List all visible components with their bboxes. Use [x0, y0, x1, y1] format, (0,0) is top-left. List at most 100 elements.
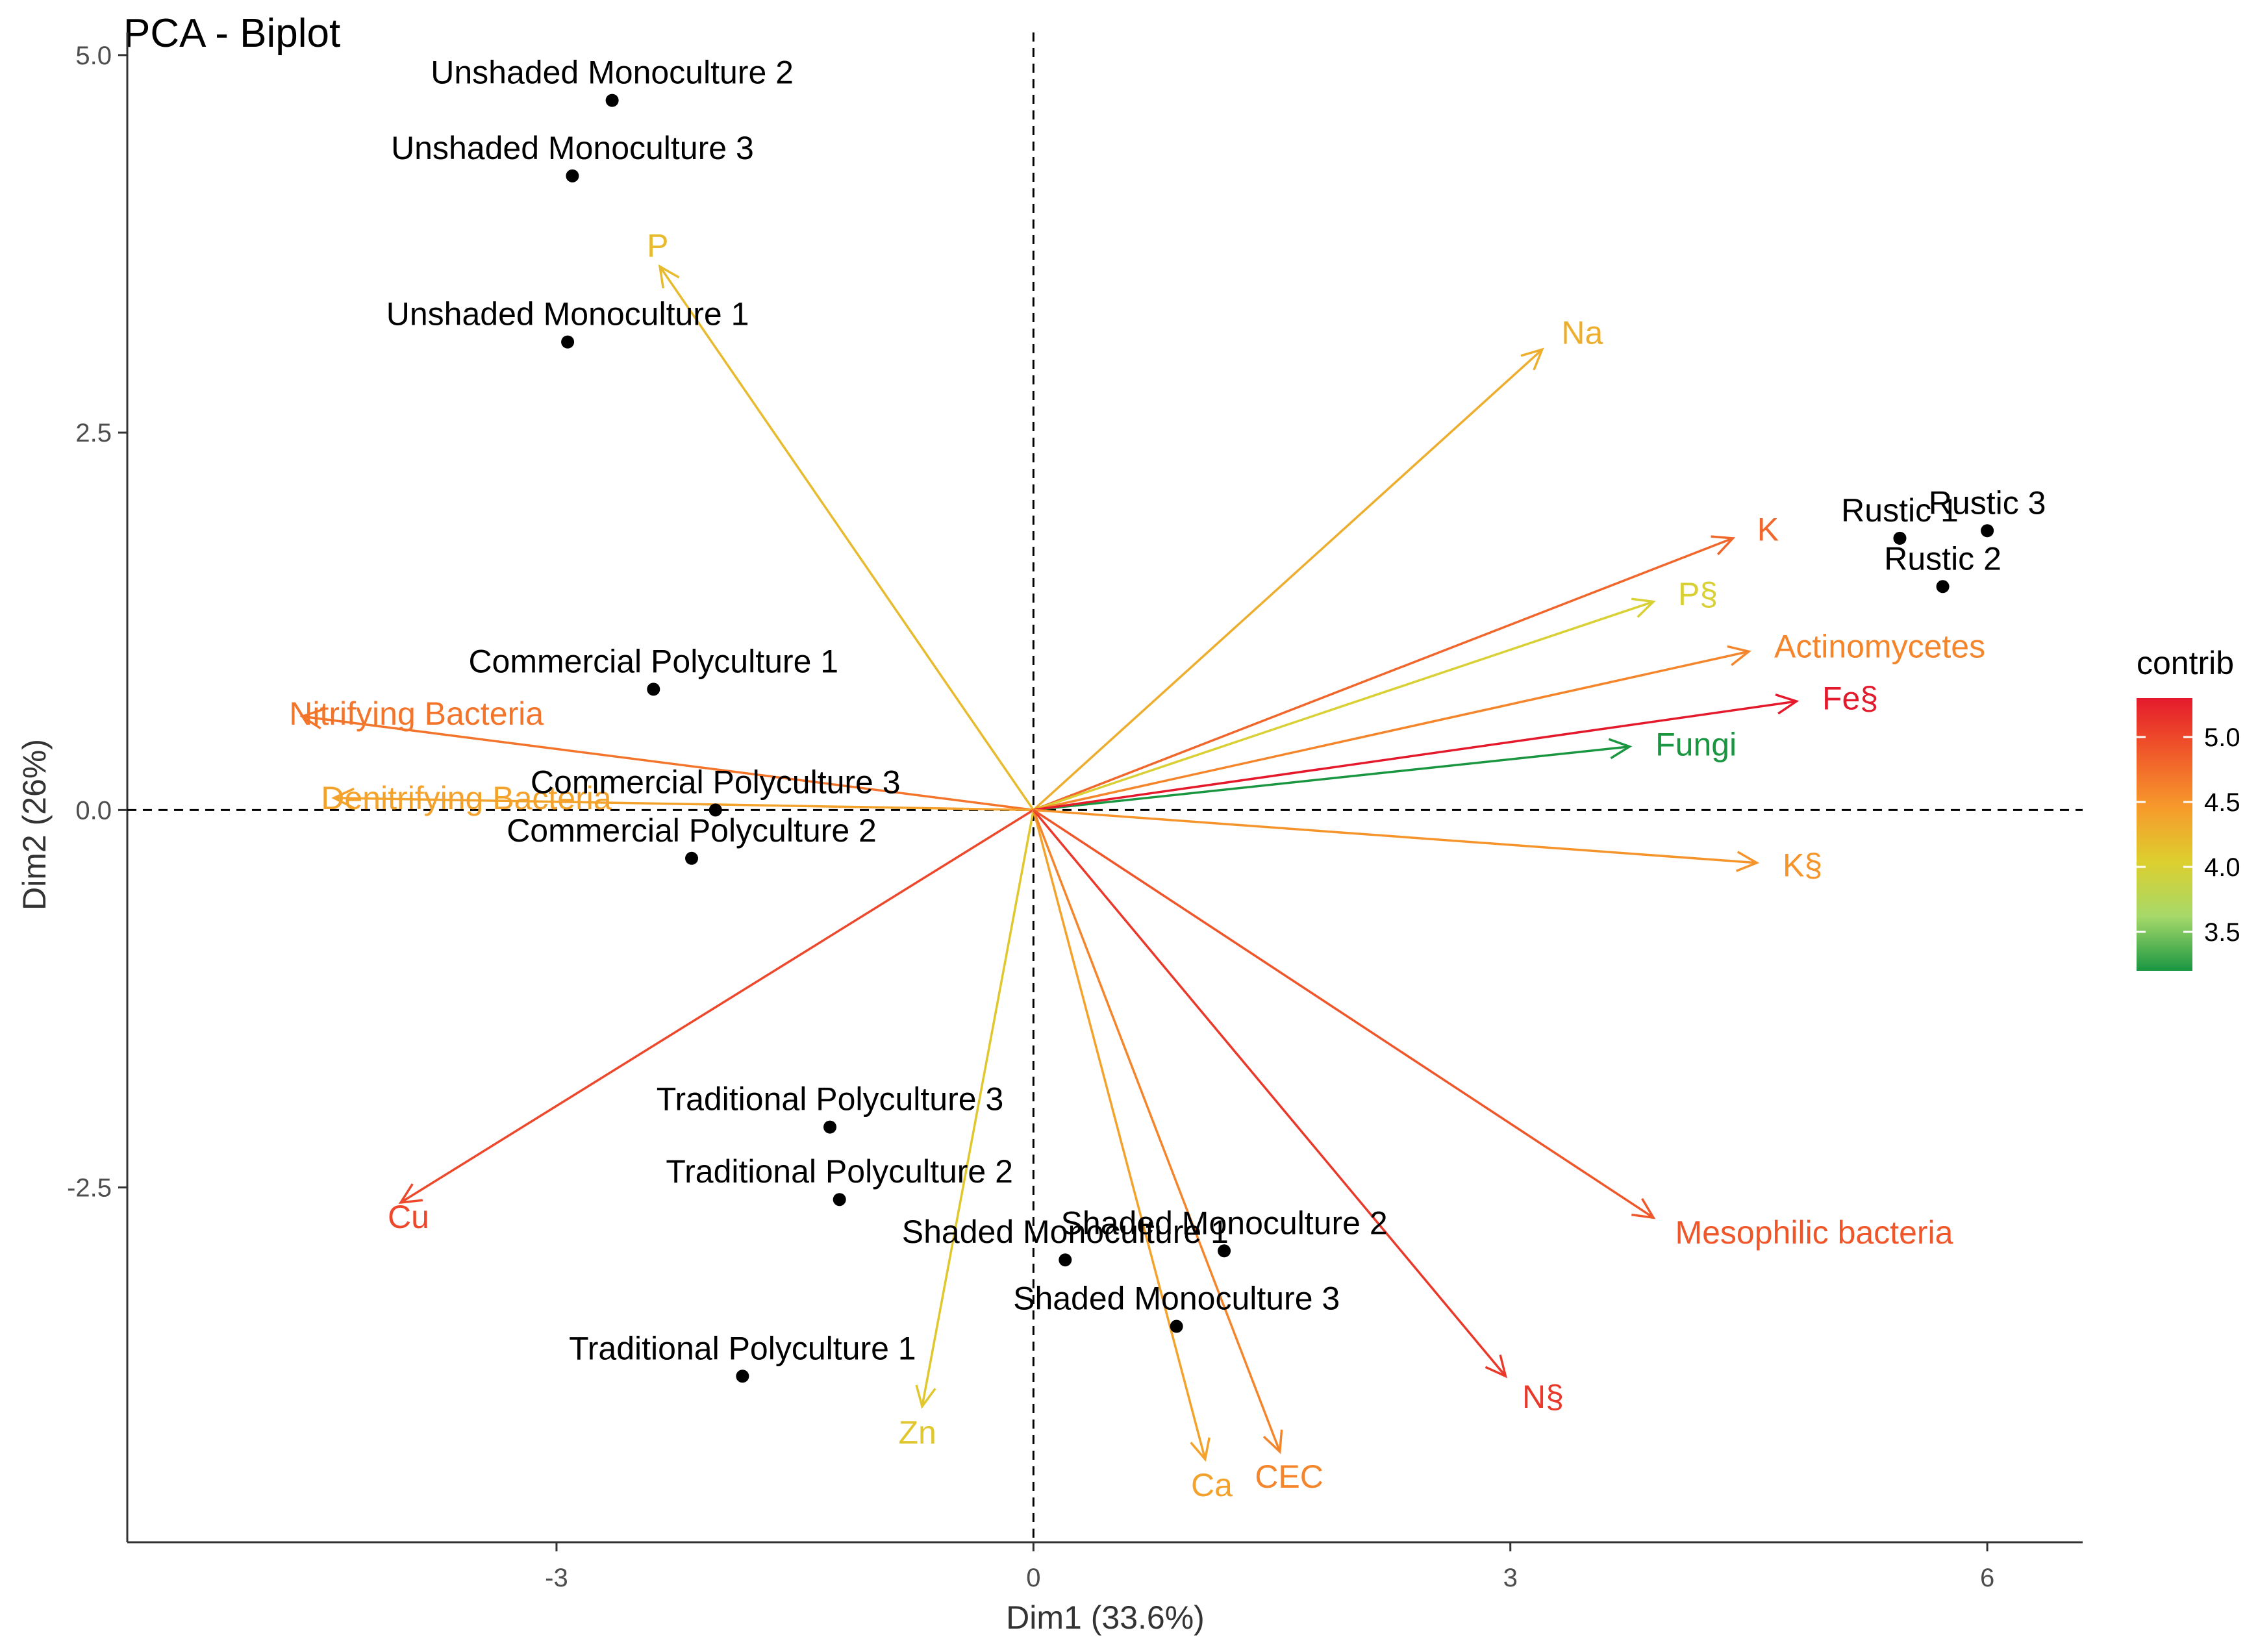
- y-tick-label: 2.5: [75, 419, 112, 447]
- variable-label-nitrifying-bacteria: Nitrifying Bacteria: [289, 695, 544, 732]
- arrow-head: [398, 1183, 423, 1204]
- individual-point: [1170, 1320, 1183, 1333]
- variable-arrow-fungi: Fungi: [1033, 726, 1737, 812]
- individual-shaded-monoculture-1: Shaded Monoculture 1: [902, 1214, 1229, 1267]
- x-tick-label: 0: [1026, 1564, 1040, 1592]
- individual-unshaded-monoculture-1: Unshaded Monoculture 1: [386, 296, 749, 349]
- individual-point: [1936, 580, 1950, 594]
- legend-tick-label: 5.0: [2204, 723, 2240, 752]
- individual-label: Unshaded Monoculture 2: [431, 55, 794, 91]
- arrow-shaft: [1032, 809, 1207, 1460]
- legend-tick-label: 4.0: [2204, 853, 2240, 882]
- arrow-shaft: [1033, 808, 1655, 1219]
- legend-title: contrib: [2137, 645, 2234, 681]
- arrow-head: [915, 1384, 936, 1409]
- variable-arrow-nitrifying-bacteria: Nitrifying Bacteria: [289, 695, 1034, 812]
- arrow-head: [1735, 851, 1760, 872]
- individual-label: Traditional Polyculture 1: [569, 1330, 916, 1366]
- variable-label-mesophilic-bacteria: Mesophilic bacteria: [1675, 1214, 1953, 1251]
- individual-traditional-polyculture-3: Traditional Polyculture 3: [657, 1081, 1003, 1134]
- individual-point: [736, 1370, 749, 1383]
- individual-point: [709, 803, 722, 817]
- individual-unshaded-monoculture-2: Unshaded Monoculture 2: [431, 55, 794, 107]
- arrow-head: [658, 264, 680, 289]
- individual-point: [823, 1120, 837, 1134]
- individual-point: [1218, 1244, 1231, 1258]
- arrow-head: [1608, 738, 1633, 760]
- y-tick-label: -2.5: [67, 1174, 112, 1203]
- arrow-shaft: [400, 808, 1035, 1204]
- x-tick-label: 6: [1980, 1564, 1994, 1592]
- individual-commercial-polyculture-3: Commercial Polyculture 3: [531, 764, 901, 817]
- variable-label-fungi: Fungi: [1655, 726, 1737, 762]
- arrow-shaft: [1032, 809, 1507, 1377]
- individual-label: Commercial Polyculture 2: [507, 812, 877, 849]
- individual-point: [1059, 1253, 1072, 1267]
- variable-arrow-na: Na: [1033, 314, 1603, 811]
- x-tick-label: 3: [1503, 1564, 1518, 1592]
- chart-title: PCA - Biplot: [123, 11, 340, 56]
- individual-commercial-polyculture-1: Commercial Polyculture 1: [468, 643, 838, 696]
- individual-point: [685, 851, 699, 865]
- variable-arrow-cu: Cu: [388, 808, 1035, 1235]
- individual-point: [605, 94, 619, 107]
- variable-label-fe-s: Fe§: [1822, 680, 1878, 716]
- individual-shaded-monoculture-2: Shaded Monoculture 2: [1061, 1205, 1388, 1258]
- arrow-head: [1520, 347, 1544, 371]
- arrow-shaft: [1033, 348, 1543, 811]
- arrow-head: [1631, 1198, 1656, 1220]
- arrow-head: [1775, 693, 1800, 715]
- legend-tick-label: 3.5: [2204, 918, 2240, 947]
- arrow-shaft: [302, 715, 1034, 812]
- arrow-shaft: [1032, 809, 1281, 1453]
- individual-label: Commercial Polyculture 3: [531, 764, 901, 800]
- individual-point: [561, 335, 575, 349]
- y-axis-label: Dim2 (26%): [16, 739, 53, 910]
- variable-arrow-fe-s: Fe§: [1033, 680, 1878, 812]
- individual-traditional-polyculture-1: Traditional Polyculture 1: [569, 1330, 916, 1383]
- individual-point: [647, 682, 660, 696]
- variable-arrow-denitrifying-bacteria: Denitrifying Bacteria: [321, 780, 1034, 816]
- arrow-shaft: [1033, 700, 1797, 812]
- arrow-shaft: [1033, 600, 1654, 812]
- individual-label: Rustic 2: [1884, 540, 2001, 577]
- variable-label-na: Na: [1561, 314, 1603, 351]
- arrow-head: [1485, 1354, 1507, 1379]
- individual-label: Traditional Polyculture 2: [666, 1153, 1013, 1190]
- individual-rustic-1: Rustic 1: [1841, 492, 1959, 545]
- individual-point: [833, 1193, 846, 1207]
- individual-point: [1893, 531, 1907, 545]
- arrow-shaft: [1033, 537, 1734, 812]
- variable-label-n-s: N§: [1522, 1379, 1564, 1415]
- variable-label-k: K: [1757, 511, 1779, 547]
- individual-commercial-polyculture-2: Commercial Polyculture 2: [507, 812, 877, 865]
- individual-label: Unshaded Monoculture 1: [386, 296, 749, 332]
- individual-point: [1981, 524, 1994, 538]
- variable-arrow-mesophilic-bacteria: Mesophilic bacteria: [1033, 808, 1953, 1251]
- individual-rustic-3: Rustic 3: [1929, 484, 2046, 538]
- variable-label-cu: Cu: [388, 1199, 429, 1235]
- individual-label: Shaded Monoculture 1: [902, 1214, 1229, 1250]
- individual-label: Unshaded Monoculture 3: [391, 130, 754, 166]
- arrow-shaft: [921, 810, 1035, 1407]
- legend-tick-label: 4.5: [2204, 788, 2240, 817]
- individual-label: Shaded Monoculture 2: [1061, 1205, 1388, 1241]
- individual-label: Commercial Polyculture 1: [468, 643, 838, 679]
- variable-arrow-k-s: K§: [1033, 808, 1822, 884]
- variable-label-ca: Ca: [1191, 1467, 1233, 1503]
- variable-label-denitrifying-bacteria: Denitrifying Bacteria: [321, 780, 612, 816]
- variable-label-p: P: [647, 227, 668, 264]
- arrow-head: [331, 787, 355, 809]
- individual-point: [566, 169, 579, 182]
- variable-arrow-p-s: P§: [1033, 576, 1718, 812]
- x-tick-label: -3: [545, 1564, 568, 1592]
- arrow-head: [1631, 597, 1656, 618]
- arrow-shaft: [1033, 650, 1750, 812]
- individual-label: Rustic 1: [1841, 492, 1959, 529]
- variable-label-cec: CEC: [1255, 1458, 1323, 1495]
- arrow-shaft: [1033, 808, 1757, 864]
- plot-area: -3 0 3 6 -2.5 0.0 2.5 5.0 P Na K P§ Actinomycetes Fun…: [67, 32, 2083, 1592]
